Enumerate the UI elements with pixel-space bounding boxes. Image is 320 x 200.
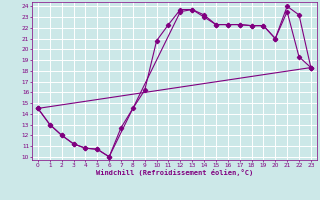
X-axis label: Windchill (Refroidissement éolien,°C): Windchill (Refroidissement éolien,°C)	[96, 169, 253, 176]
